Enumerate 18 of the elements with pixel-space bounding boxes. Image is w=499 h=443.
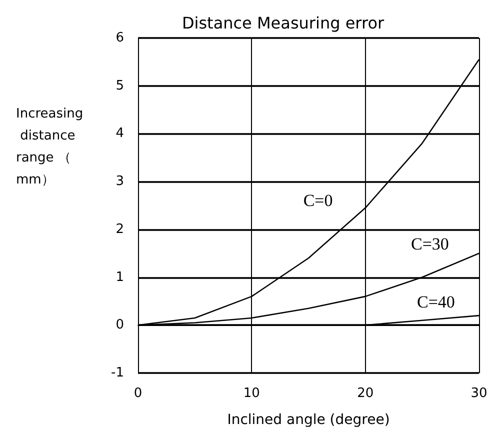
- series-label: C=40: [417, 292, 455, 312]
- y-tick-label: 3: [116, 174, 124, 190]
- series-label: C=30: [411, 234, 449, 254]
- y-tick-label: 4: [116, 126, 124, 142]
- y-tick-label: 2: [116, 222, 124, 237]
- x-tick-label: 30: [470, 386, 488, 401]
- series-label: C=0: [303, 190, 333, 210]
- y-tick-label: 0: [116, 318, 124, 333]
- chart-title: Distance Measuring error: [182, 14, 384, 32]
- x-tick-label: 0: [134, 386, 142, 401]
- y-axis-title: Increasing distance range （mm）: [16, 106, 84, 188]
- y-tick-label: 6: [116, 30, 124, 46]
- x-axis-title: Inclined angle (degree): [227, 412, 390, 428]
- x-tick-label: 20: [357, 386, 374, 401]
- x-tick-label: 10: [243, 386, 260, 401]
- y-tick-label: 1: [116, 270, 124, 285]
- y-tick-label: 5: [116, 78, 124, 94]
- y-tick-label: -1: [111, 366, 124, 380]
